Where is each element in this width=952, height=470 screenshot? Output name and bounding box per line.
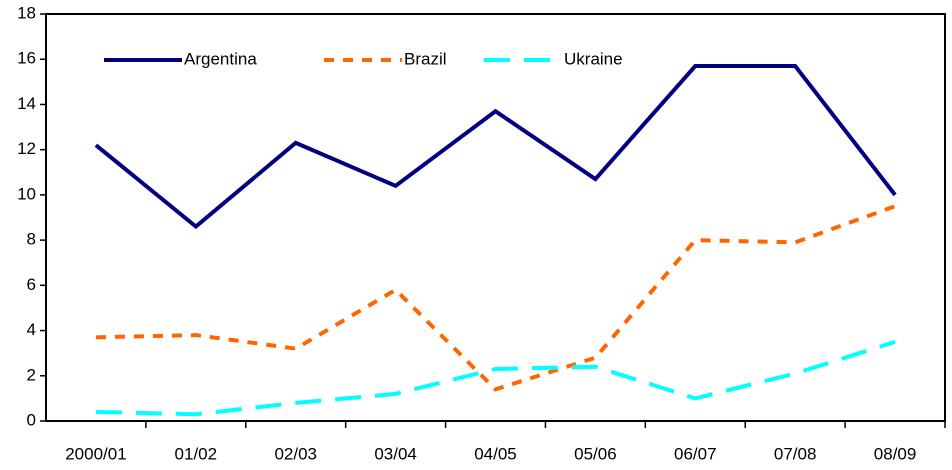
x-tick-label: 04/05 bbox=[474, 444, 517, 463]
x-tick-label: 01/02 bbox=[175, 444, 218, 463]
legend-label: Argentina bbox=[184, 49, 257, 68]
series-line bbox=[94, 64, 897, 230]
y-tick-label: 10 bbox=[17, 184, 36, 203]
y-tick-label: 6 bbox=[27, 275, 36, 294]
y-tick-label: 18 bbox=[17, 3, 36, 22]
y-tick-label: 0 bbox=[27, 410, 36, 429]
y-tick-label: 2 bbox=[27, 365, 36, 384]
legend-label: Brazil bbox=[404, 49, 447, 68]
x-tick-label: 07/08 bbox=[774, 444, 817, 463]
y-tick-label: 8 bbox=[27, 230, 36, 249]
x-tick-label: 08/09 bbox=[874, 444, 917, 463]
series-line bbox=[95, 339, 896, 417]
legend-label: Ukraine bbox=[564, 49, 623, 68]
y-tick-label: 14 bbox=[17, 94, 36, 113]
y-tick-label: 4 bbox=[27, 320, 36, 339]
x-tick-label: 2000/01 bbox=[65, 444, 126, 463]
x-tick-label: 03/04 bbox=[374, 444, 417, 463]
x-tick-label: 06/07 bbox=[674, 444, 717, 463]
y-tick-label: 16 bbox=[17, 49, 36, 68]
series-line bbox=[95, 204, 896, 392]
plot-frame bbox=[45, 13, 946, 422]
x-tick-label: 05/06 bbox=[574, 444, 617, 463]
y-tick-label: 12 bbox=[17, 139, 36, 158]
x-tick-label: 02/03 bbox=[274, 444, 317, 463]
